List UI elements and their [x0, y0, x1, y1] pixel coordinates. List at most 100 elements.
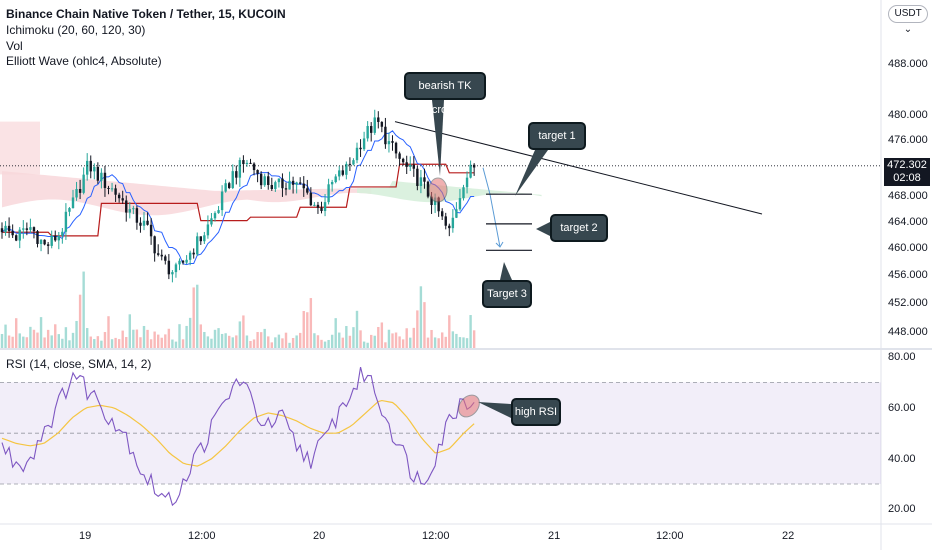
candle-body [153, 236, 156, 254]
candle [256, 169, 259, 183]
volume-bar [338, 332, 341, 348]
candles [0, 109, 476, 283]
candle-body [437, 197, 440, 212]
candle-body [366, 126, 369, 139]
volume-bar [256, 332, 259, 348]
candle [334, 174, 337, 184]
candle [252, 162, 256, 176]
candle-body [316, 204, 320, 208]
volume-bar [362, 341, 366, 348]
callout-tk-cross[interactable]: bearish TK cross [404, 72, 486, 116]
candle-body [25, 228, 29, 230]
kijun-line [2, 163, 475, 237]
rsi-legend[interactable]: RSI (14, close, SMA, 14, 2) [6, 357, 152, 371]
candle [384, 117, 387, 149]
price-tick: 448.000 [888, 326, 928, 338]
chevron-down-icon: ⌄ [903, 24, 913, 35]
volume-bar [423, 302, 426, 348]
volume-bar [370, 334, 373, 348]
candle [455, 202, 458, 219]
volume-bar [313, 333, 316, 348]
volume-bar [419, 286, 423, 348]
callout-high-rsi[interactable]: high RSI [511, 398, 561, 426]
candle [15, 234, 18, 242]
volume-bar [380, 322, 384, 348]
rsi-ma-line [1, 399, 475, 467]
volume-bar [263, 328, 266, 348]
candle [89, 155, 92, 179]
candle-body [46, 244, 50, 246]
candle-body [267, 176, 270, 185]
volume-bar [291, 337, 295, 348]
candle [206, 215, 210, 239]
volume-bar [366, 342, 369, 348]
candle-body [259, 173, 263, 186]
candle [259, 171, 263, 190]
time-tick: 19 [79, 530, 92, 542]
cloud-bearish [2, 171, 372, 216]
volume-bar [320, 339, 323, 348]
indicator-elliott-wave[interactable]: Elliott Wave (ohlc4, Absolute) [6, 54, 162, 68]
volume-bar [334, 318, 337, 348]
candle [352, 158, 355, 166]
callout-target-3[interactable]: Target 3 [482, 280, 532, 308]
volume-bar [259, 332, 263, 348]
candle [96, 162, 100, 184]
candle [238, 157, 242, 187]
candle-body [220, 191, 224, 211]
indicator-vol[interactable]: Vol [6, 39, 23, 53]
volume-bar [100, 340, 103, 348]
indicator-ichimoku[interactable]: Ichimoku (20, 60, 120, 30) [6, 23, 146, 37]
volume-bar [39, 317, 43, 348]
candle-body [362, 138, 366, 150]
volume-bar [206, 336, 210, 348]
candle-body [11, 231, 14, 236]
candle [196, 232, 199, 256]
candle-body [245, 162, 249, 165]
candle [75, 181, 78, 201]
projection-path [482, 167, 501, 248]
volume-bar [270, 342, 273, 348]
cloud-bullish [357, 181, 542, 203]
volume-bar [25, 337, 29, 348]
candle-body [242, 160, 245, 165]
candle-body [199, 236, 202, 242]
rsi-line [1, 366, 475, 507]
volume-bar [171, 339, 174, 348]
candle [185, 255, 188, 265]
volume-bar [377, 327, 380, 348]
candle-body [125, 200, 128, 213]
volume-bar [36, 332, 39, 348]
candle [220, 185, 224, 216]
candle [29, 218, 32, 233]
candle-body [412, 164, 415, 169]
candle-body [299, 182, 302, 184]
candle-body [228, 183, 231, 188]
callout-target-2[interactable]: target 2 [550, 214, 608, 242]
volume-bar [249, 341, 252, 348]
volume-bar [330, 334, 334, 348]
candle-body [330, 182, 334, 185]
candle-body [203, 235, 206, 242]
volume-bar [160, 337, 163, 348]
candle-body [185, 259, 188, 263]
volume-bar [0, 333, 4, 348]
candle [419, 169, 423, 194]
volume-bar [57, 334, 60, 348]
time-tick: 12:00 [188, 530, 216, 542]
candle [394, 141, 398, 159]
pane-separator[interactable] [0, 348, 932, 350]
candle [103, 165, 107, 197]
candle-body [206, 224, 210, 236]
candle-body [291, 180, 295, 185]
volume-bar [135, 329, 139, 348]
currency-selector[interactable]: USDT ⌄ [888, 5, 928, 35]
candle [469, 160, 472, 179]
volume-bar [89, 336, 92, 348]
callout-target-1[interactable]: target 1 [528, 122, 586, 150]
candle [132, 205, 135, 215]
volume-bar [7, 335, 11, 348]
volume-bar [15, 318, 18, 348]
candle [36, 229, 39, 248]
